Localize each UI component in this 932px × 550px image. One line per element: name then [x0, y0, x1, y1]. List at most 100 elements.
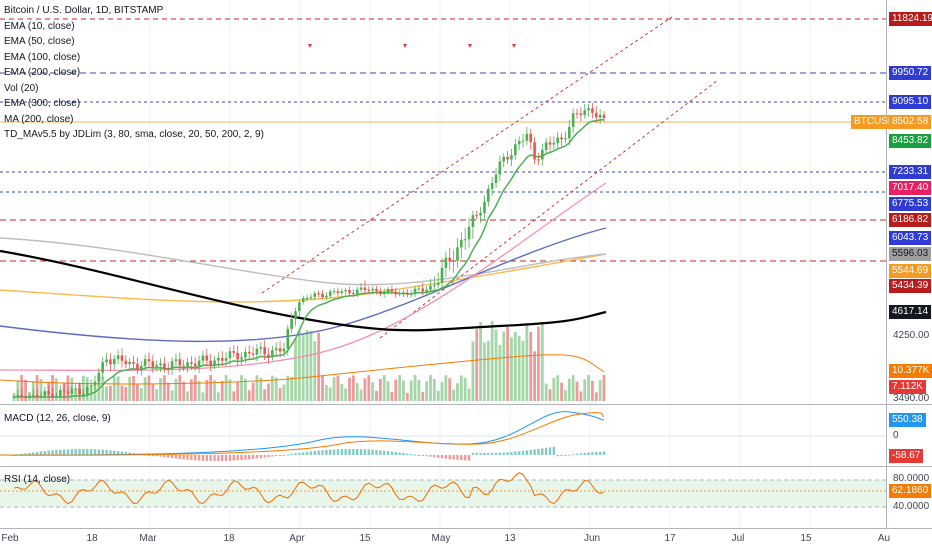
macd-hist-bar: [332, 449, 336, 455]
rsi-legend[interactable]: RSI (14, close): [4, 474, 71, 485]
candle: [39, 395, 43, 397]
candle: [120, 355, 124, 361]
volume-bar: [282, 384, 286, 401]
volume-bar: [529, 331, 533, 401]
candle: [217, 357, 220, 361]
volume-bar: [182, 381, 186, 401]
macd-hist-bar: [552, 446, 556, 455]
volume-bar: [417, 379, 421, 401]
macd-hist-bar: [28, 452, 31, 455]
candle: [336, 291, 340, 293]
candle: [294, 311, 297, 320]
candle: [579, 113, 583, 115]
macd-hist-bar: [43, 451, 47, 455]
volume-bar: [321, 376, 324, 401]
macd-hist-bar: [602, 451, 606, 455]
legend-vol[interactable]: Vol (20): [4, 82, 39, 94]
macd-hist-bar: [321, 450, 324, 455]
channel-lower: [379, 79, 719, 339]
candle: [124, 360, 128, 365]
volume-ma-line: [0, 354, 605, 385]
macd-hist-bar: [325, 449, 328, 455]
volume-bar: [224, 375, 228, 401]
moving-averages: [0, 119, 607, 398]
legend-ema10[interactable]: EMA (10, close): [4, 20, 75, 32]
volume-bar: [155, 389, 159, 401]
macd-hist-bar: [263, 455, 266, 458]
macd-hist-bar: [456, 455, 459, 460]
candle: [247, 351, 251, 354]
macd-hist-bar: [379, 450, 382, 455]
candle: [116, 355, 120, 360]
macd-hist-bar: [240, 455, 243, 460]
volume-bar: [594, 392, 598, 401]
candle: [151, 361, 155, 367]
macd-hist-bar: [109, 450, 112, 455]
macd-hist-bar: [197, 455, 201, 461]
price-label: 6043.73: [889, 231, 932, 245]
volume-bar: [128, 376, 132, 401]
macd-hist-bar: [598, 451, 602, 455]
macd-hist-bar: [213, 455, 216, 461]
macd-hist-bar: [510, 451, 513, 455]
legend-title[interactable]: Bitcoin / U.S. Dollar, 1D, BITSTAMP: [4, 5, 164, 16]
volume-bar: [251, 382, 255, 401]
macd-legend[interactable]: MACD (12, 26, close, 9): [4, 413, 111, 424]
macd-hist-bar: [155, 455, 158, 457]
macd-hist-bar: [259, 455, 262, 458]
candle: [340, 291, 344, 293]
macd-hist-bar: [74, 449, 77, 455]
volume-bar: [324, 384, 328, 401]
macd-hist-bar: [151, 455, 155, 456]
candle: [325, 295, 328, 297]
volume-bar: [267, 383, 270, 401]
candle: [128, 361, 131, 365]
volume-bar: [344, 388, 348, 401]
legend-ema200[interactable]: EMA (200, close): [4, 67, 81, 78]
macd-hist-bar: [201, 455, 205, 461]
volume-bar: [193, 375, 197, 401]
legend-ema100[interactable]: EMA (100, close): [4, 51, 81, 63]
candle: [174, 359, 178, 362]
volume-bar: [297, 330, 301, 401]
macd-value-label: 550.38: [889, 413, 926, 427]
volume-bar: [228, 379, 232, 401]
macd-hist-bar: [494, 452, 498, 455]
volume-bar: [270, 375, 274, 401]
macd-hist-bar: [66, 449, 70, 455]
candle: [502, 156, 506, 162]
rsi-pane: [0, 472, 886, 508]
legend-ema50[interactable]: EMA (50, close): [4, 36, 75, 47]
time-label: Jul: [731, 533, 745, 544]
volume-bar: [382, 375, 386, 401]
price-label: 5434.39: [889, 279, 932, 293]
macd-hist-bar: [425, 455, 428, 457]
candle: [290, 319, 293, 329]
legend-ema300[interactable]: EMA (300, close): [4, 98, 81, 109]
macd-hist-bar: [163, 455, 166, 458]
macd-hist-bar: [556, 455, 559, 457]
volume-bar: [467, 388, 471, 401]
volume-bar: [463, 377, 467, 401]
legend-ma200[interactable]: MA (200, close): [4, 113, 74, 125]
candle: [62, 390, 66, 392]
volume-bar: [147, 375, 151, 401]
volume-bar: [359, 389, 363, 401]
ema200-line: [0, 253, 607, 303]
candle: [510, 155, 513, 160]
legend-tdma[interactable]: TD_MAv5.5 by JDLim (3, 80, sma, close, 2…: [4, 129, 264, 140]
volume-bar: [301, 333, 305, 401]
candle: [301, 298, 305, 303]
volume-bar: [355, 383, 359, 401]
volume-bar: [517, 335, 521, 401]
candle: [575, 113, 579, 115]
candle: [487, 188, 490, 202]
candle: [328, 291, 332, 296]
macd-hist-bar: [571, 454, 575, 456]
candle: [386, 288, 390, 292]
macd-hist-bar: [537, 448, 540, 455]
macd-hist-bar: [282, 454, 286, 456]
volume-bar: [205, 380, 209, 401]
volume-bar: [425, 381, 429, 401]
